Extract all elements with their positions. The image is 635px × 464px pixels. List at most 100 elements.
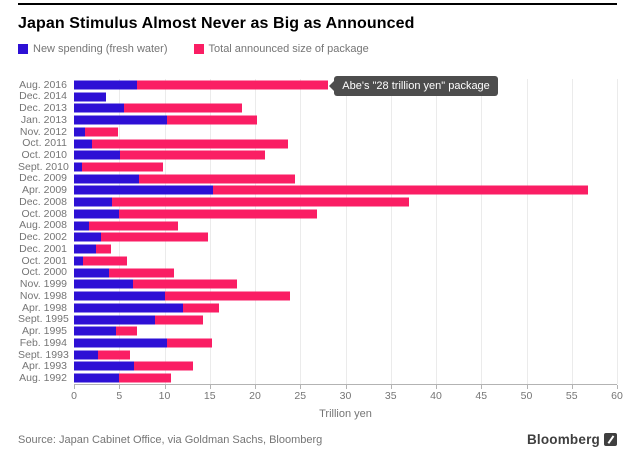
total-announced-bar[interactable] [74,103,243,113]
new-spending-bar[interactable] [74,185,214,195]
y-axis-category-label: Apr. 1998 [22,301,67,314]
bar-track [74,372,617,384]
bar-row: Oct. 2011 [18,138,617,150]
y-axis-category-label: Sept. 1995 [18,313,69,326]
total-announced-bar[interactable] [74,350,131,360]
bloomberg-wordmark: Bloomberg [526,432,600,447]
gridline [481,79,483,384]
new-spending-bar[interactable] [74,373,120,383]
bar-track [74,361,617,373]
total-announced-bar[interactable] [74,279,237,289]
new-spending-bar[interactable] [74,291,165,301]
new-spending-bar[interactable] [74,197,112,207]
footer: Source: Japan Cabinet Office, via Goldma… [18,432,617,447]
y-axis-category-label: Dec. 2013 [19,102,67,115]
bar-row: Aug. 1992 [18,372,617,384]
bar-track [74,349,617,361]
total-announced-bar[interactable] [74,256,128,266]
new-spending-bar[interactable] [74,256,84,266]
x-axis-tick-label: 40 [430,390,442,402]
bar-row: Oct. 2000 [18,267,617,279]
bar-track [74,149,617,161]
total-announced-bar[interactable] [74,162,163,172]
bar-row: Apr. 1993 [18,361,617,373]
new-spending-bar[interactable] [74,303,183,313]
new-spending-bar[interactable] [74,127,85,137]
bar-track [74,102,617,114]
new-spending-bar[interactable] [74,174,140,184]
new-spending-bar[interactable] [74,326,116,336]
total-announced-bar[interactable] [74,361,194,371]
total-announced-bar[interactable] [74,139,288,149]
new-spending-bar[interactable] [74,268,110,278]
bar-row: Aug. 2016 [18,79,617,91]
new-spending-bar[interactable] [74,150,121,160]
x-axis-tick [526,385,528,389]
new-spending-bar[interactable] [74,115,168,125]
new-spending-bar[interactable] [74,279,133,289]
legend-swatch-total-announced-icon [193,44,204,54]
x-axis-tick-label: 45 [475,390,488,402]
new-spending-bar[interactable] [74,221,90,231]
gridline [300,79,302,384]
y-axis-category-label: Dec. 2009 [19,172,67,185]
total-announced-bar[interactable] [74,268,174,278]
gridline [526,79,528,384]
x-axis-tick-label: 5 [116,390,123,402]
total-announced-bar[interactable] [74,232,208,242]
bar-track [74,278,617,290]
bar-row: Nov. 2012 [18,126,617,138]
total-announced-bar[interactable] [74,197,409,207]
new-spending-bar[interactable] [74,92,106,102]
legend-swatch-new-spending-icon [18,44,28,54]
bar-track [74,126,617,138]
x-axis-tick-label: 55 [565,390,578,402]
bar-row: Dec. 2002 [18,232,617,244]
new-spending-bar[interactable] [74,244,96,254]
gridline [209,79,211,384]
x-axis-tick-label: 15 [203,390,216,402]
total-announced-bar[interactable] [74,221,179,231]
total-announced-bar[interactable] [74,373,171,383]
bar-row: Feb. 1994 [18,337,617,349]
total-announced-bar[interactable] [74,80,329,90]
new-spending-bar[interactable] [74,162,83,172]
new-spending-bar[interactable] [74,80,138,90]
bar-track [74,314,617,326]
total-announced-bar[interactable] [74,291,291,301]
gridline [345,79,347,384]
y-axis-category-label: Dec. 2001 [19,242,67,255]
x-axis-tick [481,385,483,389]
bar-track [74,220,617,232]
new-spending-bar[interactable] [74,361,134,371]
bar-track [74,161,617,173]
bar-row: Dec. 2001 [18,243,617,255]
total-announced-bar[interactable] [74,209,318,219]
bar-row: Dec. 2014 [18,91,617,103]
new-spending-bar[interactable] [74,338,168,348]
source-note: Source: Japan Cabinet Office, via Goldma… [18,433,323,446]
x-axis-line [74,384,617,385]
total-announced-bar[interactable] [74,127,119,137]
total-announced-bar[interactable] [74,185,589,195]
x-axis-tick [345,385,347,389]
new-spending-bar[interactable] [74,139,93,149]
bar-track [74,232,617,244]
bar-rows: Aug. 2016 Dec. 2014 Dec. 2013 Jan. 2013 Nov.… [18,79,617,384]
new-spending-bar[interactable] [74,232,102,242]
total-announced-bar[interactable] [74,174,295,184]
y-axis-category-label: Oct. 2008 [21,207,67,220]
total-announced-bar[interactable] [74,150,265,160]
bar-track [74,196,617,208]
new-spending-bar[interactable] [74,209,120,219]
y-axis-category-label: Aug. 2016 [19,78,67,91]
y-axis-category-label: Oct. 2010 [21,149,67,162]
x-axis-tick [617,385,618,389]
bar-row: Sept. 1993 [18,349,617,361]
legend: New spending (fresh water) Total announc… [18,43,617,55]
new-spending-bar[interactable] [74,103,124,113]
new-spending-bar[interactable] [74,315,155,325]
new-spending-bar[interactable] [74,350,98,360]
bar-track [74,337,617,349]
